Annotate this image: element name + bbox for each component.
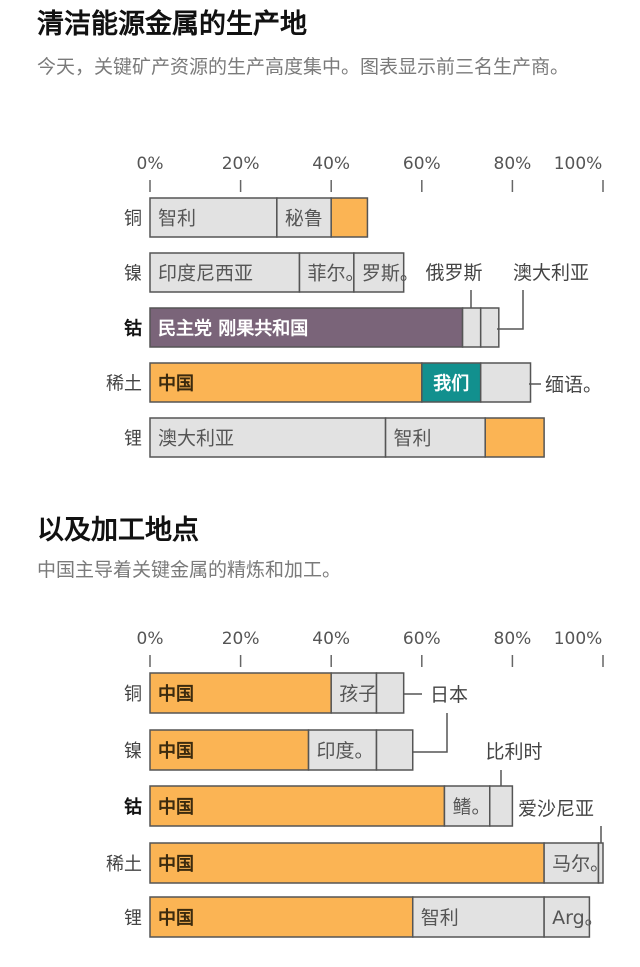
segment-label: 秘鲁: [285, 208, 323, 230]
segment-label: 澳大利亚: [158, 428, 234, 450]
bar-segment: [479, 307, 500, 348]
bar-segment: [149, 672, 332, 714]
processing-chart: 0% 20% 40% 60% 80% 100%铜 中国 孩子。镍 中国 印度。钴 中国 鳍。稀土 中国马…: [106, 629, 609, 938]
section-2-subtitle: 中国主导着关键金属的精炼和加工。: [37, 559, 342, 581]
bar-segment: [443, 785, 491, 827]
bar-segment: [149, 307, 464, 348]
callout-label: 缅语。: [545, 374, 602, 396]
tick-label: 60%: [403, 154, 441, 174]
segment-label: 罗斯。: [362, 263, 419, 285]
category-label: 铜: [124, 684, 142, 705]
category-label: 锂: [124, 908, 142, 929]
segment-label: 我们: [433, 373, 469, 395]
bar-segment: [597, 842, 604, 884]
category-label: 锂: [124, 429, 142, 450]
segment-label: 中国: [158, 796, 194, 818]
callout-label: 日本: [430, 684, 468, 706]
tick-label: 0%: [137, 154, 164, 174]
bar-segment: [353, 252, 405, 293]
category-label: 钴: [124, 318, 142, 340]
segment-label: 中国: [158, 683, 194, 705]
callout-label: 比利时: [485, 741, 542, 763]
bar-segment: [421, 362, 482, 403]
segment-label: 印度尼西亚: [158, 263, 253, 285]
category-label: 铜: [124, 209, 142, 230]
segment-label: 民主党 刚果共和国: [158, 318, 308, 340]
bar-segment: [384, 417, 486, 458]
tick-label: 20%: [222, 629, 260, 649]
section-1-subtitle: 今天，关键矿产资源的生产高度集中。图表显示前三名生产商。: [37, 56, 570, 78]
category-label: 镍: [124, 264, 142, 285]
tick-label: 0%: [137, 629, 164, 649]
bar-segment: [484, 417, 545, 458]
bar-segment: [543, 842, 600, 884]
segment-label: 中国: [158, 907, 194, 929]
bar-segment: [149, 362, 423, 403]
section-1-title: 清洁能源金属的生产地: [37, 9, 307, 40]
bar-segment: [461, 307, 482, 348]
tick-label: 40%: [312, 629, 350, 649]
callout-label: 俄罗斯: [425, 262, 482, 284]
tick-label: 80%: [494, 154, 532, 174]
segment-label: Arg。: [552, 907, 604, 929]
callout-label: 澳大利亚: [513, 262, 589, 284]
tick-label: 80%: [494, 629, 532, 649]
bar-segment: [543, 896, 591, 938]
segment-label: 印度。: [317, 740, 374, 762]
callout-line: [404, 693, 448, 753]
tick-label: 100%: [554, 154, 603, 174]
bar-segment: [330, 197, 369, 238]
segment-label: 智利: [158, 208, 196, 230]
bar-segment: [330, 672, 378, 714]
category-label: 稀土: [106, 854, 142, 875]
bar-segment: [489, 785, 514, 827]
segment-label: 中国: [158, 853, 194, 875]
bar-segment: [149, 842, 545, 884]
bar-segment: [149, 197, 278, 238]
bar-segment: [298, 252, 355, 293]
tick-label: 100%: [554, 629, 603, 649]
segment-label: 智利: [421, 907, 459, 929]
production-chart: 0% 20% 40% 60% 80% 100%铜 智利 秘鲁镍 印度尼西亚 菲尔。罗斯。钴 民主党 …: [106, 154, 604, 458]
segment-label: 马尔。: [552, 853, 609, 875]
category-label: 稀土: [106, 374, 142, 395]
bar-segment: [375, 672, 405, 714]
callout-label: 爱沙尼亚: [518, 798, 594, 820]
section-2-title: 以及加工地点: [37, 515, 199, 546]
segment-label: 菲尔。: [307, 263, 364, 285]
bar-segment: [375, 729, 414, 771]
tick-label: 60%: [403, 629, 441, 649]
tick-label: 20%: [222, 154, 260, 174]
bar-segment: [149, 729, 310, 771]
segment-label: 中国: [158, 740, 194, 762]
segment-label: 鳍。: [452, 796, 490, 818]
segment-label: 中国: [158, 373, 194, 395]
segment-label: 智利: [394, 428, 432, 450]
bar-segment: [149, 785, 446, 827]
callout-line: [497, 290, 524, 330]
tick-label: 40%: [312, 154, 350, 174]
bar-segment: [479, 362, 532, 403]
category-label: 钴: [124, 796, 142, 818]
category-label: 镍: [124, 741, 142, 762]
